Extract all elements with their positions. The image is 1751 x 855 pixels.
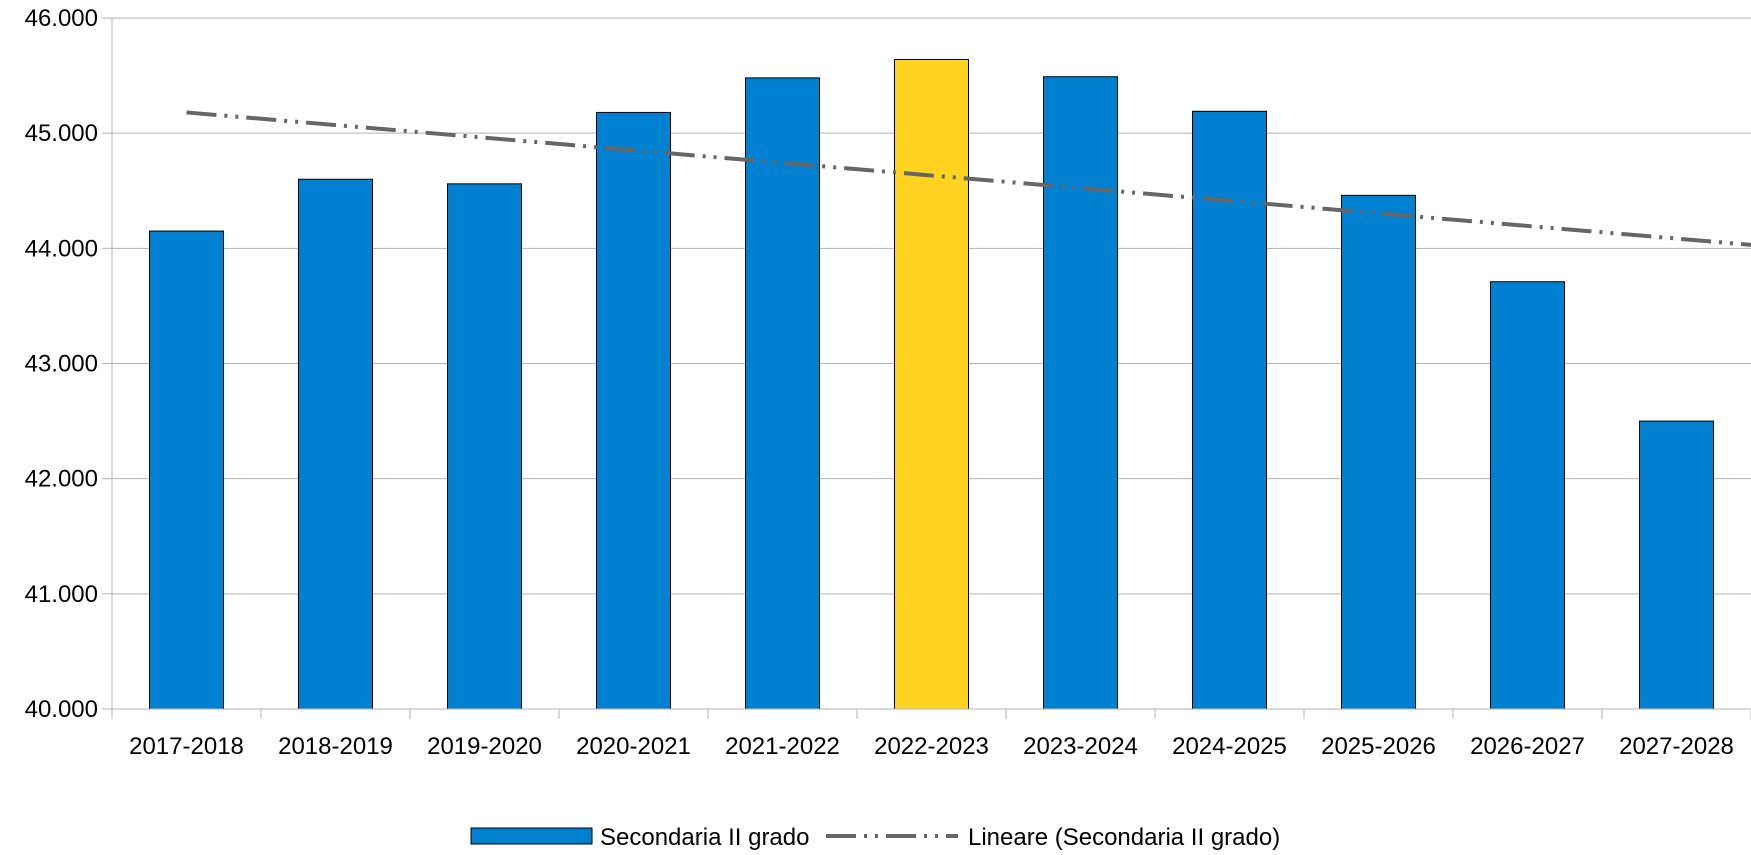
bar-2022-2023 — [894, 58, 969, 710]
axes — [111, 18, 1751, 719]
y-tick-label: 46.000 — [25, 5, 98, 32]
x-tick-label: 2018-2019 — [278, 733, 393, 760]
x-tick-label: 2024-2025 — [1172, 733, 1287, 760]
trendline — [186, 110, 1751, 247]
bars — [149, 58, 1714, 710]
bar-2020-2021 — [596, 111, 671, 710]
y-tick-label: 42.000 — [25, 466, 98, 493]
x-tick-label: 2017-2018 — [129, 733, 244, 760]
x-tick-label: 2025-2026 — [1321, 733, 1436, 760]
y-tick-label: 45.000 — [25, 120, 98, 147]
y-tick-label: 40.000 — [25, 696, 98, 723]
x-tick-label: 2023-2024 — [1023, 733, 1138, 760]
y-tick-label: 41.000 — [25, 581, 98, 608]
y-tick-label: 43.000 — [25, 351, 98, 378]
x-tick-label: 2020-2021 — [576, 733, 691, 760]
bar-2026-2027 — [1490, 281, 1565, 710]
bar-2017-2018 — [149, 230, 224, 710]
bar-2018-2019 — [298, 178, 373, 710]
x-tick-label: 2019-2020 — [427, 733, 542, 760]
x-tick-label: 2022-2023 — [874, 733, 989, 760]
legend-label-series: Secondaria II grado — [600, 824, 809, 851]
legend-label-trendline: Lineare (Secondaria II grado) — [968, 824, 1280, 851]
legend: Secondaria II grado Lineare (Secondaria … — [470, 824, 1280, 851]
y-axis-labels: 40.000 41.000 42.000 43.000 44.000 45.000 46.0… — [25, 5, 98, 723]
bar-2021-2022 — [745, 77, 820, 710]
x-axis-labels: 2017-2018 2018-2019 2019-2020 2020-2021 2021… — [129, 733, 1734, 760]
bar-2025-2026 — [1341, 194, 1416, 710]
x-tick-label: 2026-2027 — [1470, 733, 1585, 760]
trendline-line — [186, 110, 1751, 247]
bar-2023-2024 — [1043, 76, 1118, 710]
x-tick-label: 2027-2028 — [1619, 733, 1734, 760]
y-tick-label: 44.000 — [25, 235, 98, 262]
bar-2027-2028 — [1639, 420, 1714, 710]
legend-swatch-bar — [470, 827, 593, 845]
x-tick-label: 2021-2022 — [725, 733, 840, 760]
bar-2019-2020 — [447, 183, 522, 710]
bar-2024-2025 — [1192, 110, 1267, 710]
